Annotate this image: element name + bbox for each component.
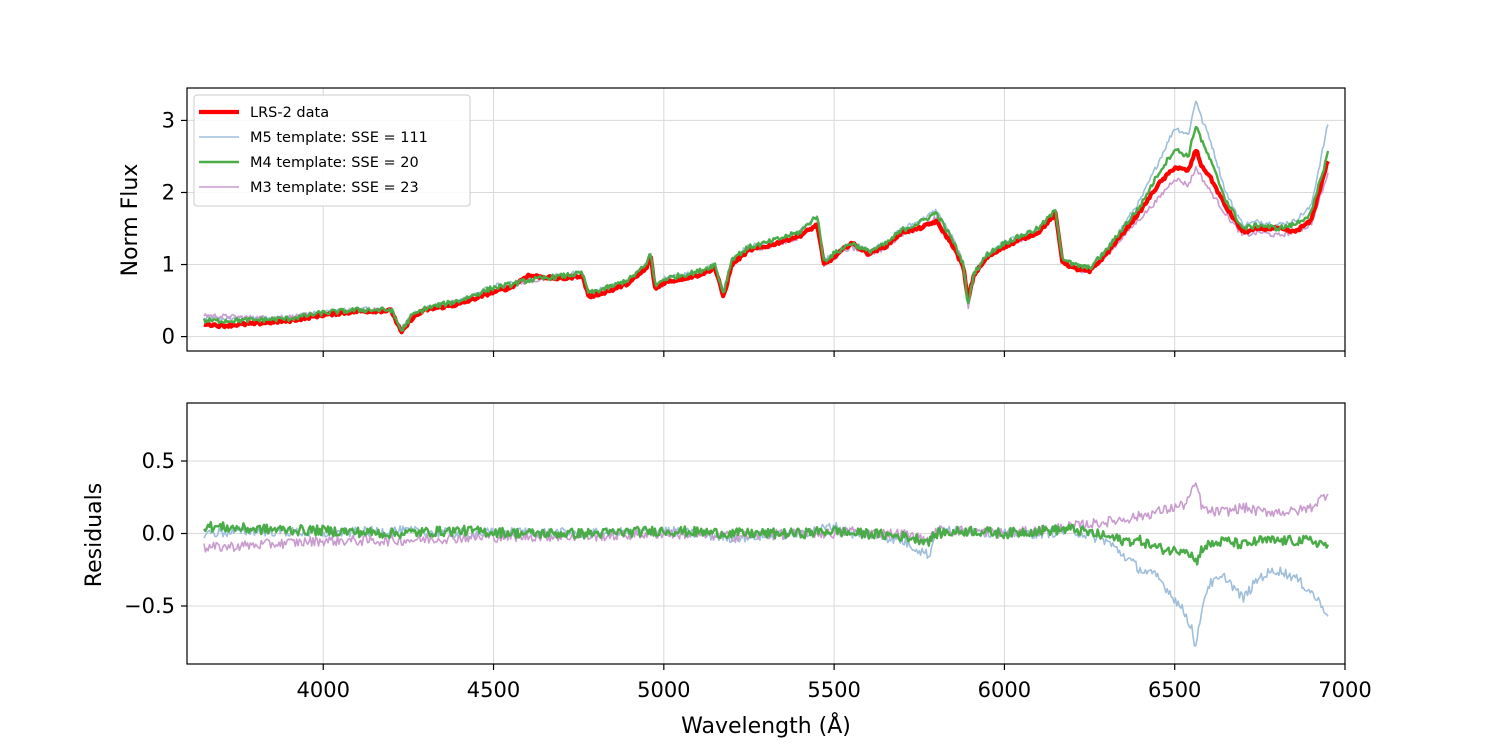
bottom-series-m4-line (203, 520, 1330, 566)
bottom-ytick-label-2: −0.5 (124, 594, 175, 618)
top-ytick-label-1: 1 (162, 253, 175, 277)
bottom-xtick-label-7000: 7000 (1318, 678, 1371, 702)
bottom-xtick-label-6500: 6500 (1148, 678, 1201, 702)
top-ticks: 0 1 2 3 (162, 108, 1346, 357)
legend-label-1: M5 template: SSE = 111 (250, 130, 428, 146)
top-axes-frame (186, 87, 1346, 352)
top-ytick-label-3: 3 (162, 108, 175, 132)
bottom-xtick-label-5000: 5000 (637, 678, 690, 702)
top-series-group (202, 100, 1330, 335)
legend: LRS-2 data M5 template: SSE = 111 M4 templ… (193, 94, 471, 207)
bottom-panel: 4000 4500 5000 5500 6000 6500 7000 0.5 0.0 −0.5 R… (82, 402, 1372, 739)
legend-label-0: LRS-2 data (250, 105, 329, 121)
bottom-xlabel: Wavelength (Å) (681, 712, 851, 739)
bottom-xtick-label-4000: 4000 (297, 678, 350, 702)
bottom-ytick-label-1: 0.0 (142, 522, 175, 546)
bottom-series-group (203, 482, 1330, 647)
top-ytick-label-0: 0 (162, 325, 175, 349)
bottom-xtick-label-5500: 5500 (807, 678, 860, 702)
bottom-xtick-label-6000: 6000 (978, 678, 1031, 702)
bottom-ticks: 4000 4500 5000 5500 6000 6500 7000 0.5 0.0 −0.5 (124, 449, 1372, 702)
legend-label-2: M4 template: SSE = 20 (250, 155, 419, 171)
top-ylabel: Norm Flux (118, 164, 143, 277)
top-ytick-label-2: 2 (162, 180, 175, 204)
bottom-xtick-label-4500: 4500 (467, 678, 520, 702)
legend-label-3: M3 template: SSE = 23 (250, 180, 419, 196)
bottom-ylabel: Residuals (82, 483, 107, 587)
top-series-m4-line (202, 125, 1330, 332)
legend-box (193, 94, 471, 207)
bottom-ytick-label-0: 0.5 (142, 449, 175, 473)
top-panel: 0 1 2 3 Norm Flux LRS-2 data M5 template: SS… (118, 87, 1346, 357)
